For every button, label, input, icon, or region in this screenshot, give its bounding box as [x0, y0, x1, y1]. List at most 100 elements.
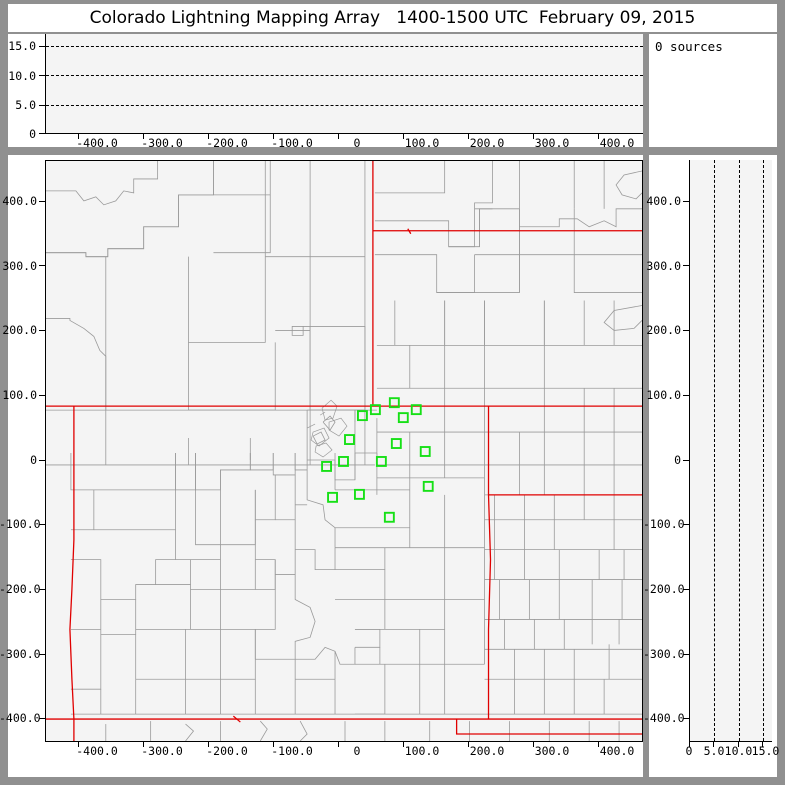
map-ytick-400 [39, 200, 45, 202]
map-xlabel--100: -100.0 [271, 744, 313, 758]
station-marker [327, 491, 338, 503]
map-ylabel--100: -100.0 [0, 517, 41, 532]
map-ylabel--300: -300.0 [0, 646, 41, 661]
map-ytick--400 [39, 718, 45, 720]
right-ytick-300 [683, 265, 689, 267]
map-ytick-300 [39, 265, 45, 267]
right-ytick-400 [683, 200, 689, 202]
xtick-400 [598, 134, 600, 139]
map-xtick-200 [468, 742, 470, 747]
ytick-0 [39, 133, 45, 135]
right-ylabel-0: 0 [674, 452, 681, 467]
map-xtick-300 [533, 742, 535, 747]
xtick-100 [403, 134, 405, 139]
map-ylabel-100: 100.0 [2, 387, 37, 402]
map-ylabel--400: -400.0 [0, 711, 41, 726]
right-xlabel-15: 15.0 [751, 744, 780, 758]
map-ytick-0 [39, 459, 45, 461]
ytick-15 [39, 45, 45, 47]
map-ylabel-200: 200.0 [2, 323, 37, 338]
map-ylabel-400: 400.0 [2, 194, 37, 208]
right-ylabel-200: 200.0 [646, 323, 681, 338]
county-boundaries-kansas [484, 494, 642, 715]
county-boundaries-north [46, 161, 375, 466]
ylabel-15: 15.0 [8, 39, 36, 53]
station-marker [383, 511, 395, 523]
right-ytick--100 [683, 524, 689, 526]
map-graphics [46, 161, 642, 741]
map-plot-area[interactable] [45, 160, 643, 742]
map-ytick-100 [39, 394, 45, 396]
urban-area-outline [306, 399, 348, 458]
xtick--200 [208, 134, 210, 139]
right-xtick-0 [689, 742, 690, 747]
source-count-label: 0 sources [655, 39, 723, 54]
ytick-10 [39, 75, 45, 77]
station-marker [410, 404, 422, 416]
right-ylabel--100: -100.0 [643, 517, 685, 532]
right-xlabel-10: 10.0 [724, 744, 753, 758]
station-marker [375, 456, 387, 467]
right-xtick-5 [713, 742, 715, 747]
map-xtick--200 [208, 742, 210, 747]
gridline-10 [46, 75, 643, 77]
title-bar: Colorado Lightning Mapping Array 1400-15… [8, 4, 777, 32]
right-ylabel--300: -300.0 [643, 646, 685, 661]
xtick-200 [468, 134, 470, 139]
panel-map: 400.0 300.0 200.0 100.0 0 -100.0 -200.0 … [0, 155, 643, 777]
xlabel-0: 0 [353, 136, 361, 150]
xtick-300 [533, 134, 535, 139]
map-xtick--100 [273, 742, 275, 747]
map-xlabel-400: 400.0 [599, 744, 635, 758]
map-ytick-200 [39, 330, 45, 332]
gridline-5 [46, 104, 643, 106]
right-ytick-200 [683, 330, 689, 332]
gridline-15 [763, 160, 765, 741]
right-ytick--200 [683, 588, 689, 590]
xtick--400 [78, 134, 80, 139]
map-xlabel-200: 200.0 [469, 744, 505, 758]
xtick--300 [143, 134, 145, 139]
map-xlabel-100: 100.0 [404, 744, 440, 758]
map-xlabel-0: 0 [353, 744, 361, 758]
map-xlabel-300: 300.0 [534, 744, 570, 758]
right-xtick-15 [762, 742, 764, 747]
station-marker [419, 446, 431, 457]
station-marker [369, 404, 381, 416]
county-boundaries-east [376, 300, 642, 496]
xlabel--300: -300.0 [141, 136, 183, 150]
map-ytick--100 [39, 524, 45, 526]
panel-altitude-vs-x: 0 5.0 10.0 15.0 -400.0 -300.0 -200.0 -10… [8, 34, 643, 150]
xlabel-200: 200.0 [469, 136, 505, 150]
county-boundaries-co-northeast [306, 409, 485, 715]
right-xtick-10 [737, 742, 739, 747]
map-ytick--300 [39, 653, 45, 655]
map-ytick--200 [39, 588, 45, 590]
xlabel-400: 400.0 [599, 136, 635, 150]
xlabel--100: -100.0 [271, 136, 313, 150]
right-ylabel--400: -400.0 [643, 711, 685, 726]
map-xlabel--400: -400.0 [76, 744, 118, 758]
county-boundaries-south [105, 720, 620, 741]
right-ytick-100 [683, 394, 689, 396]
map-xtick--400 [78, 742, 80, 747]
station-marker [397, 412, 409, 424]
right-ylabel--200: -200.0 [643, 582, 685, 596]
state-boundaries [46, 161, 642, 741]
map-xlabel--300: -300.0 [141, 744, 183, 758]
station-marker [422, 480, 434, 492]
map-xtick--300 [143, 742, 145, 747]
station-marker [388, 397, 400, 409]
county-boundaries-nebraska [374, 161, 642, 293]
xlabel--200: -200.0 [206, 136, 248, 150]
xtick-0 [338, 134, 340, 139]
station-marker [390, 438, 402, 449]
right-ylabel-100: 100.0 [646, 387, 681, 402]
xtick--100 [273, 134, 275, 139]
station-marker [354, 488, 365, 500]
ylabel-10: 10.0 [8, 68, 36, 83]
ylabel-0: 0 [29, 127, 36, 141]
right-xlabel-0: 0 [685, 744, 693, 758]
map-ylabel-0: 0 [30, 452, 37, 467]
ytick-5 [39, 104, 45, 106]
